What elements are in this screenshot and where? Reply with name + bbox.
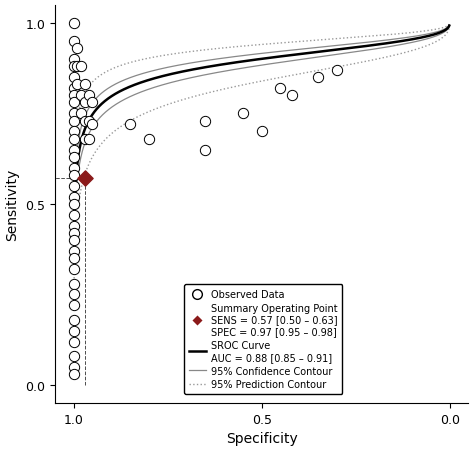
Point [70,222,77,230]
Point [70,371,77,378]
Point [70,20,77,27]
Point [77,64,85,71]
Point [70,212,77,219]
Point [70,281,77,288]
Point [70,266,77,273]
Point [70,302,77,309]
Point [89,121,96,129]
Point [70,201,77,208]
Point [70,64,77,71]
Point [81,136,89,143]
Point [70,165,77,172]
Point [70,172,77,179]
Point [73,64,81,71]
Point [70,136,77,143]
Point [70,183,77,190]
Point [239,110,246,118]
Point [288,92,295,100]
Point [145,136,153,143]
Point [70,38,77,45]
Point [81,175,89,183]
Y-axis label: Sensitivity: Sensitivity [6,168,19,240]
Point [77,110,85,118]
Point [70,100,77,107]
Point [70,353,77,360]
Point [73,45,81,52]
Point [70,317,77,324]
Legend: Observed Data, Summary Operating Point
SENS = 0.57 [0.50 – 0.63]
SPEC = 0.97 [0.: Observed Data, Summary Operating Point S… [184,285,343,395]
Point [70,147,77,154]
Point [201,147,209,154]
Point [126,121,134,129]
Point [70,237,77,244]
X-axis label: Specificity: Specificity [226,432,298,446]
Point [81,100,89,107]
Point [70,255,77,262]
Point [314,74,322,82]
Point [85,118,92,125]
Point [77,92,85,100]
Point [333,67,341,74]
Point [70,92,77,100]
Point [70,193,77,201]
Point [81,82,89,89]
Point [85,136,92,143]
Point [201,118,209,125]
Point [70,74,77,82]
Point [70,338,77,345]
Point [70,248,77,255]
Point [70,364,77,371]
Point [70,118,77,125]
Point [81,118,89,125]
Point [70,85,77,92]
Point [70,110,77,118]
Point [70,56,77,64]
Point [89,100,96,107]
Point [85,92,92,100]
Point [70,154,77,161]
Point [70,129,77,136]
Point [70,327,77,335]
Point [73,82,81,89]
Point [277,85,284,92]
Point [70,230,77,237]
Point [258,129,265,136]
Point [70,291,77,299]
